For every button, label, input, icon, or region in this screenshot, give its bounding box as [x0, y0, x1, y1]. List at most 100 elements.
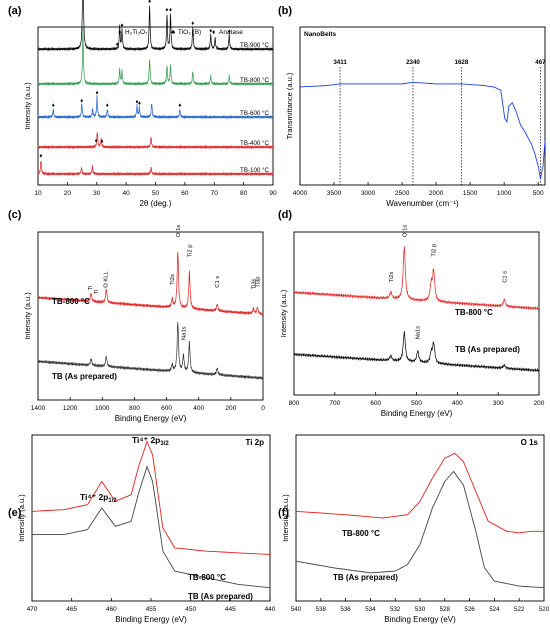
- x-tick-label: 3000: [361, 190, 376, 197]
- x-tick-label: 200: [534, 400, 545, 407]
- peak-annotation: Ti2 p: [187, 245, 193, 258]
- x-tick-label: 465: [66, 606, 77, 613]
- series-label: TB-800 °C: [342, 529, 380, 538]
- panel-a: 10 20 30 40 50 60 70 80 90 2θ (deg.) Intensity (a.…: [8, 0, 277, 208]
- series-line: [295, 452, 544, 534]
- x-tick-label: 524: [489, 606, 500, 613]
- peak-marker: ♦: [101, 139, 104, 145]
- peak-marker: ♦: [138, 101, 141, 107]
- peak-marker: ♦: [228, 29, 231, 35]
- legend: ♦ H₂Ti₃O₇ ♣ TiO₂ (B) ♦ Anatase: [118, 29, 243, 36]
- annotation-label: 2340: [406, 59, 420, 66]
- x-axis-label: Binding Energy (eV): [115, 615, 187, 624]
- peak-marker: ♦: [116, 42, 119, 48]
- x-tick-label: 30: [93, 190, 101, 197]
- peak-marker: ♦: [209, 29, 212, 35]
- x-tick-label: 200: [225, 405, 236, 412]
- x-tick-label: 50: [152, 190, 160, 197]
- x-tick-label: 400: [193, 405, 204, 412]
- peak-marker: ♦: [165, 8, 168, 14]
- panel-b: 4000 3500 3000 2500 2000 1500 1000 500 Wavenumbe…: [278, 5, 546, 208]
- x-tick-label: 600: [370, 400, 381, 407]
- panel-letter: (d): [278, 209, 292, 221]
- legend-marker: ♦: [212, 29, 216, 36]
- panel-letter: (c): [8, 209, 22, 221]
- series-label: TB-800 °C: [455, 308, 493, 317]
- series-line: [31, 440, 271, 555]
- x-axis-label: 2θ (deg.): [139, 199, 171, 208]
- series-label: TB (As prepared): [333, 573, 398, 582]
- peak-annotation: Na1s: [181, 326, 187, 340]
- x-tick-label: 70: [211, 190, 219, 197]
- x-tick-label: 460: [106, 606, 117, 613]
- x-tick-label: 0: [261, 405, 265, 412]
- x-tick-label: 80: [240, 190, 248, 197]
- y-axis-label: Intensity (a.u.): [23, 82, 32, 130]
- peak-annotation: Ti⁴⁺ 2p3/2: [132, 435, 169, 447]
- x-tick-label: 538: [316, 606, 327, 613]
- plot-frame: [293, 231, 540, 396]
- chart-title: O 1s: [521, 438, 539, 447]
- series-label: TB-600 °C: [240, 110, 269, 117]
- series-label: TB-400 °C: [240, 140, 269, 147]
- x-tick-label: 534: [365, 606, 376, 613]
- peak-annotation: C1 s: [215, 276, 221, 288]
- plot-frame: [299, 26, 546, 186]
- x-tick-label: 4000: [293, 190, 308, 197]
- legend-marker: ♣: [171, 29, 176, 36]
- peak-annotation: Ti2 p: [432, 244, 438, 257]
- panel-c: 1400 1200 1000 800 600 400 200 0 Binding Energy …: [8, 209, 265, 423]
- y-axis-label: Intensity (a.u.): [279, 289, 288, 337]
- y-axis-label: Transmittance (a.u.): [285, 72, 294, 139]
- series-label: TB (As prepared): [52, 372, 117, 381]
- series-label: TB-900 °C: [240, 42, 269, 49]
- peak-annotation-subscript: 3/2: [160, 441, 169, 447]
- panel-letter: (f): [278, 507, 289, 519]
- series-line: [293, 246, 540, 311]
- x-tick-label: 532: [390, 606, 401, 613]
- legend-label: TiO₂ (B): [178, 29, 201, 36]
- x-tick-label: 20: [64, 190, 72, 197]
- peak-marker: ♦: [39, 154, 42, 160]
- peak-marker: ♦: [148, 0, 151, 5]
- x-tick-label: 522: [514, 606, 525, 613]
- series-line: [293, 331, 540, 373]
- series-label: TB (As prepared): [188, 592, 253, 601]
- peak-annotation: Ti2s: [170, 274, 176, 285]
- peak-annotation: Ti⁴⁺ 2p1/2: [80, 492, 117, 504]
- y-axis-label: Intensity (a.u.): [17, 494, 26, 542]
- x-tick-label: 500: [411, 400, 422, 407]
- plot-frame: [37, 26, 274, 186]
- plot-frame: [31, 434, 271, 602]
- annotation-label: 1628: [455, 59, 469, 66]
- plot-frame: [37, 231, 264, 401]
- peak-marker: ♦: [178, 103, 181, 109]
- panel-e: 470 465 460 455 450 445 440 Binding Energy (eV)…: [8, 434, 276, 624]
- peak-marker: ♦: [96, 90, 99, 96]
- x-tick-label: 1000: [497, 190, 512, 197]
- x-tick-label: 1200: [63, 405, 78, 412]
- x-tick-label: 2000: [429, 190, 444, 197]
- x-tick-label: 440: [265, 606, 276, 613]
- peak-annotation: C1 s: [502, 271, 508, 283]
- series-label: TB-800 °C: [240, 77, 269, 84]
- x-tick-label: 500: [533, 190, 544, 197]
- x-tick-label: 1000: [95, 405, 110, 412]
- x-tick-label: 300: [493, 400, 504, 407]
- peak-marker: ♦: [80, 98, 83, 104]
- x-tick-label: 540: [291, 606, 302, 613]
- peak-annotation: O 1s: [402, 225, 408, 237]
- peak-annotation: Ti: [94, 290, 100, 295]
- series-line: [299, 81, 546, 179]
- peak-annotation: Ti3s: [251, 278, 257, 289]
- x-tick-label: 800: [289, 400, 300, 407]
- x-tick-label: 2500: [395, 190, 410, 197]
- peak-marker: ♦: [106, 103, 109, 109]
- x-axis-label: Binding Energy (eV): [384, 615, 456, 624]
- x-tick-label: 3500: [327, 190, 342, 197]
- series-line: [37, 0, 274, 52]
- x-axis-label: Binding Energy (eV): [381, 409, 453, 418]
- peak-marker: ♦: [120, 23, 123, 29]
- peak-marker: ♦: [191, 21, 194, 27]
